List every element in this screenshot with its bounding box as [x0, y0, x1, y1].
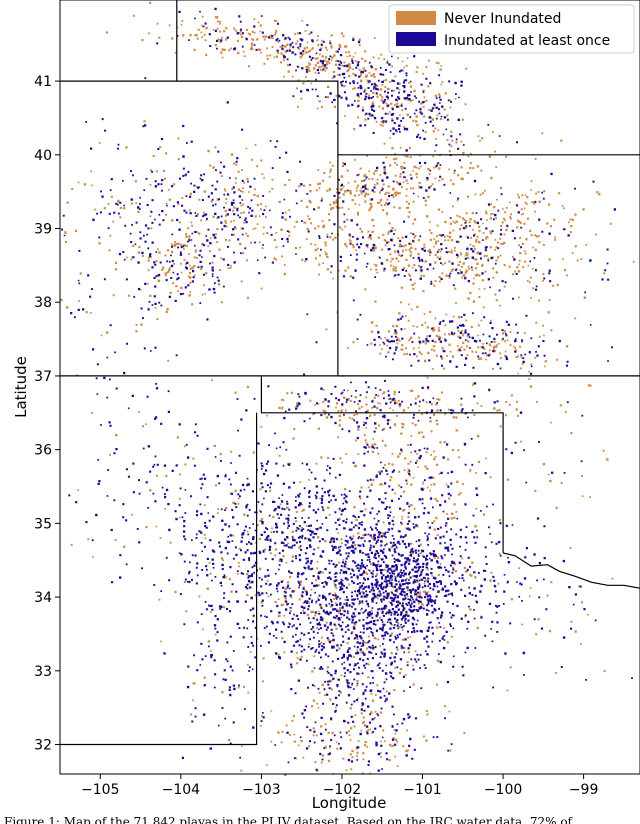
legend-swatch-inundated — [396, 32, 436, 46]
state-boundary — [260, 375, 504, 553]
y-tick-label: 40 — [34, 148, 52, 164]
state-boundary — [60, 412, 258, 746]
y-tick-label: 41 — [34, 74, 52, 90]
legend: Never Inundated Inundated at least once — [388, 4, 635, 54]
y-axis-ticks: 32 33 34 35 36 37 38 39 40 41 — [34, 74, 60, 754]
x-tick-label: −104 — [162, 782, 201, 798]
figure-caption-text: Figure 1: Map of the 71,842 playas in th… — [4, 815, 572, 824]
state-boundary — [176, 80, 640, 156]
y-tick-label: 37 — [34, 369, 52, 385]
y-axis-label: Latitude — [12, 356, 30, 418]
y-tick-label: 36 — [34, 443, 52, 459]
y-tick-label: 32 — [34, 738, 52, 754]
y-tick-label: 35 — [34, 516, 52, 532]
legend-box — [388, 4, 635, 54]
x-tick-label: −101 — [403, 782, 441, 798]
legend-swatch-never — [396, 11, 436, 25]
x-tick-label: −105 — [81, 782, 119, 798]
never-inundated-points — [60, 1, 635, 775]
y-tick-label: 38 — [34, 295, 52, 311]
y-tick-label: 33 — [34, 664, 52, 680]
x-tick-label: −103 — [242, 782, 280, 798]
y-tick-label: 39 — [34, 222, 52, 238]
state-borders — [60, 0, 640, 746]
x-tick-label: −99 — [569, 782, 599, 798]
x-axis-ticks: −105 −104 −103 −102 −101 −100 −99 — [81, 774, 598, 798]
y-tick-label: 34 — [34, 590, 52, 606]
state-boundary — [60, 0, 178, 82]
inundated-points — [61, 7, 633, 776]
legend-label-inundated: Inundated at least once — [444, 33, 610, 49]
x-axis-label: Longitude — [312, 794, 387, 812]
figure-caption: Figure 1: Map of the 71,842 playas in th… — [0, 814, 640, 824]
inundated-marks — [61, 7, 633, 776]
never-inundated-marks — [60, 1, 635, 775]
state-boundary — [502, 552, 640, 589]
legend-label-never: Never Inundated — [444, 11, 561, 27]
plot-frame — [59, 0, 640, 775]
x-tick-label: −102 — [323, 782, 361, 798]
x-tick-label: −100 — [484, 782, 522, 798]
